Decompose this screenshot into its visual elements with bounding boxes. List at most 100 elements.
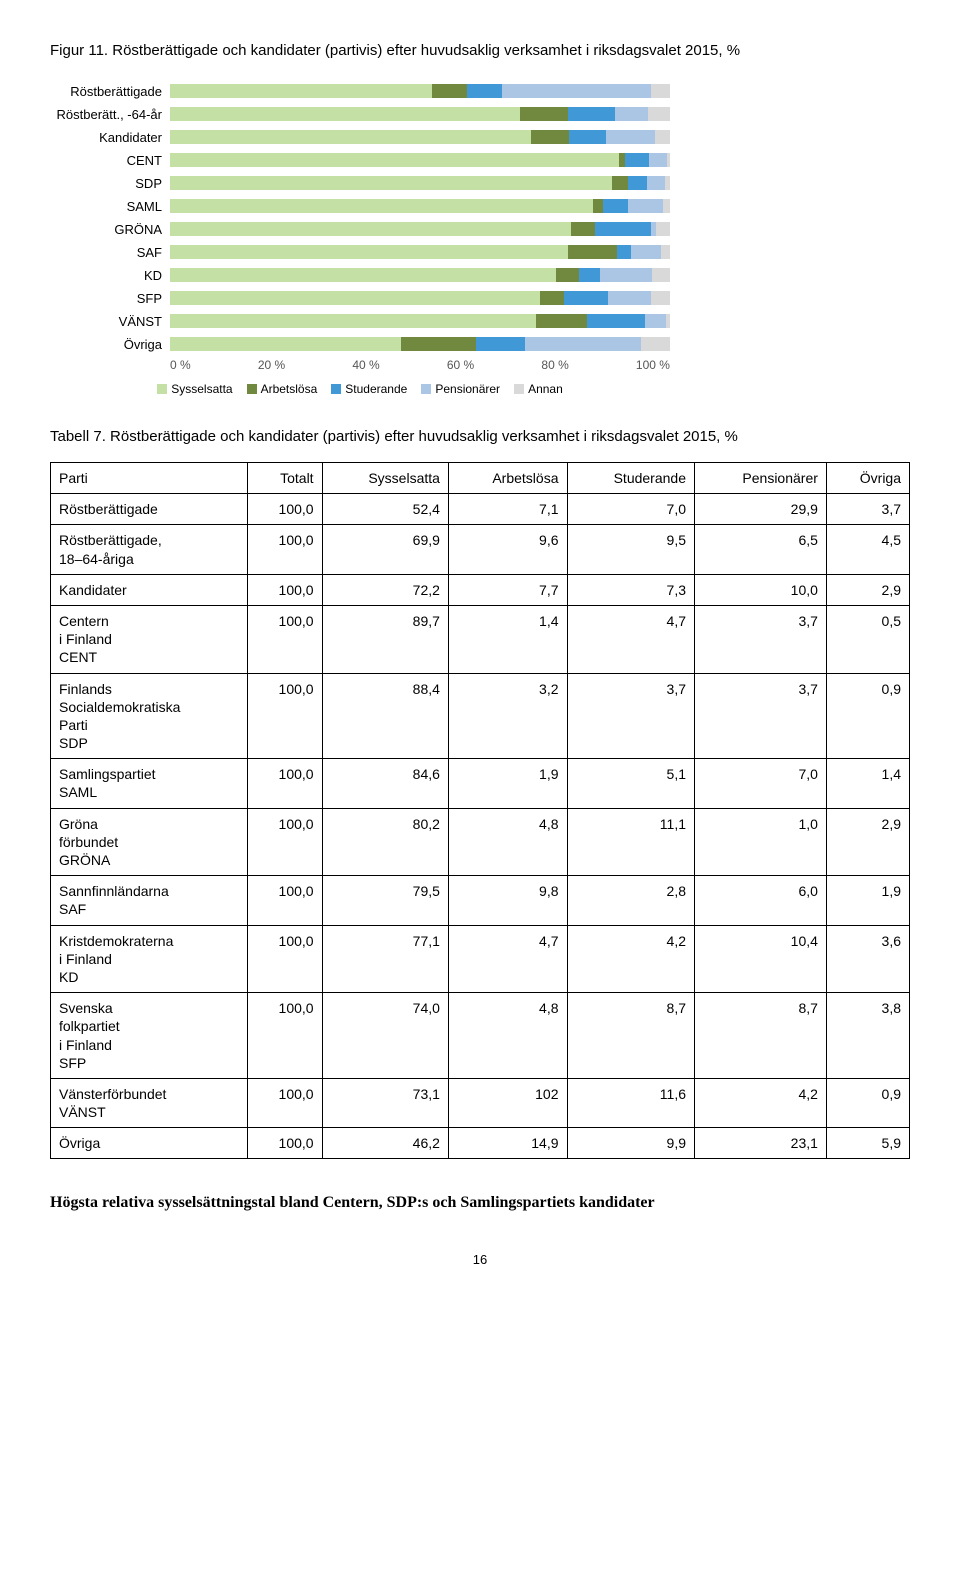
cell-value: 100,0	[248, 1078, 322, 1127]
chart-row: Övriga	[50, 334, 670, 354]
chart-row: GRÖNA	[50, 219, 670, 239]
chart-segment	[170, 314, 536, 328]
chart-row-label: VÄNST	[50, 314, 170, 329]
cell-value: 29,9	[695, 494, 827, 525]
chart-segment	[564, 291, 608, 305]
cell-value: 5,9	[826, 1128, 909, 1159]
chart-row-label: Kandidater	[50, 130, 170, 145]
table-row: Röstberättigade100,052,47,17,029,93,7	[51, 494, 910, 525]
chart-segment	[170, 291, 540, 305]
chart-bar	[170, 176, 670, 190]
cell-value: 2,8	[567, 876, 695, 925]
chart-segment	[467, 84, 502, 98]
chart-segment	[593, 199, 603, 213]
cell-value: 0,9	[826, 673, 909, 759]
col-parti: Parti	[51, 463, 248, 494]
cell-value: 89,7	[322, 605, 448, 673]
stacked-bar-chart: RöstberättigadeRöstberätt., -64-årKandid…	[50, 81, 670, 396]
chart-segment	[502, 84, 651, 98]
col-studerande: Studerande	[567, 463, 695, 494]
chart-bar	[170, 84, 670, 98]
chart-row-label: SAF	[50, 245, 170, 260]
table-row: Gröna förbundet GRÖNA100,080,24,811,11,0…	[51, 808, 910, 876]
legend-item: Arbetslösa	[247, 382, 318, 396]
cell-value: 0,9	[826, 1078, 909, 1127]
cell-value: 52,4	[322, 494, 448, 525]
chart-bar	[170, 199, 670, 213]
cell-value: 3,7	[695, 673, 827, 759]
chart-segment	[606, 130, 656, 144]
cell-value: 1,9	[826, 876, 909, 925]
data-table: Parti Totalt Sysselsatta Arbetslösa Stud…	[50, 462, 910, 1159]
chart-row-label: Röstberätt., -64-år	[50, 107, 170, 122]
legend-swatch	[514, 384, 524, 394]
row-label: Samlingspartiet SAML	[51, 759, 248, 808]
cell-value: 4,2	[695, 1078, 827, 1127]
chart-row-label: SDP	[50, 176, 170, 191]
cell-value: 79,5	[322, 876, 448, 925]
cell-value: 69,9	[322, 525, 448, 574]
cell-value: 23,1	[695, 1128, 827, 1159]
chart-segment	[631, 245, 661, 259]
chart-segment	[170, 337, 401, 351]
cell-value: 1,4	[826, 759, 909, 808]
col-arbetslosa: Arbetslösa	[448, 463, 567, 494]
row-label: Kandidater	[51, 574, 248, 605]
chart-segment	[170, 268, 556, 282]
table-row: Samlingspartiet SAML100,084,61,95,17,01,…	[51, 759, 910, 808]
chart-segment	[476, 337, 526, 351]
col-sysselsatta: Sysselsatta	[322, 463, 448, 494]
axis-tick: 60 %	[447, 358, 474, 372]
chart-segment	[645, 314, 666, 328]
cell-value: 100,0	[248, 925, 322, 993]
chart-row-label: KD	[50, 268, 170, 283]
row-label: Röstberättigade, 18–64-åriga	[51, 525, 248, 574]
legend-item: Sysselsatta	[157, 382, 232, 396]
cell-value: 0,5	[826, 605, 909, 673]
cell-value: 3,7	[695, 605, 827, 673]
chart-row-label: SAML	[50, 199, 170, 214]
cell-value: 7,7	[448, 574, 567, 605]
chart-segment	[600, 268, 652, 282]
chart-x-axis: 0 %20 %40 %60 %80 %100 %	[50, 358, 670, 372]
cell-value: 14,9	[448, 1128, 567, 1159]
chart-segment	[651, 291, 670, 305]
cell-value: 1,4	[448, 605, 567, 673]
cell-value: 1,0	[695, 808, 827, 876]
cell-value: 7,3	[567, 574, 695, 605]
cell-value: 7,0	[695, 759, 827, 808]
chart-bar	[170, 130, 670, 144]
chart-segment	[170, 176, 612, 190]
cell-value: 8,7	[567, 993, 695, 1079]
cell-value: 100,0	[248, 1128, 322, 1159]
cell-value: 8,7	[695, 993, 827, 1079]
chart-segment	[432, 84, 467, 98]
chart-segment	[661, 245, 671, 259]
axis-tick: 100 %	[636, 358, 670, 372]
chart-segment	[170, 153, 619, 167]
legend-label: Pensionärer	[435, 382, 500, 396]
table-header-row: Parti Totalt Sysselsatta Arbetslösa Stud…	[51, 463, 910, 494]
cell-value: 3,8	[826, 993, 909, 1079]
chart-segment	[603, 199, 629, 213]
chart-segment	[536, 314, 587, 328]
chart-segment	[608, 291, 652, 305]
cell-value: 11,1	[567, 808, 695, 876]
chart-bar	[170, 314, 670, 328]
chart-bar	[170, 153, 670, 167]
table-row: Centern i Finland CENT100,089,71,44,73,7…	[51, 605, 910, 673]
cell-value: 4,5	[826, 525, 909, 574]
cell-value: 100,0	[248, 494, 322, 525]
footer-heading: Högsta relativa sysselsättningstal bland…	[50, 1194, 910, 1212]
legend-item: Studerande	[331, 382, 407, 396]
chart-segment	[595, 222, 651, 236]
cell-value: 72,2	[322, 574, 448, 605]
row-label: Finlands Socialdemokratiska Parti SDP	[51, 673, 248, 759]
cell-value: 7,1	[448, 494, 567, 525]
chart-segment	[170, 84, 432, 98]
chart-segment	[540, 291, 564, 305]
cell-value: 3,6	[826, 925, 909, 993]
cell-value: 6,5	[695, 525, 827, 574]
chart-segment	[170, 199, 593, 213]
cell-value: 2,9	[826, 808, 909, 876]
